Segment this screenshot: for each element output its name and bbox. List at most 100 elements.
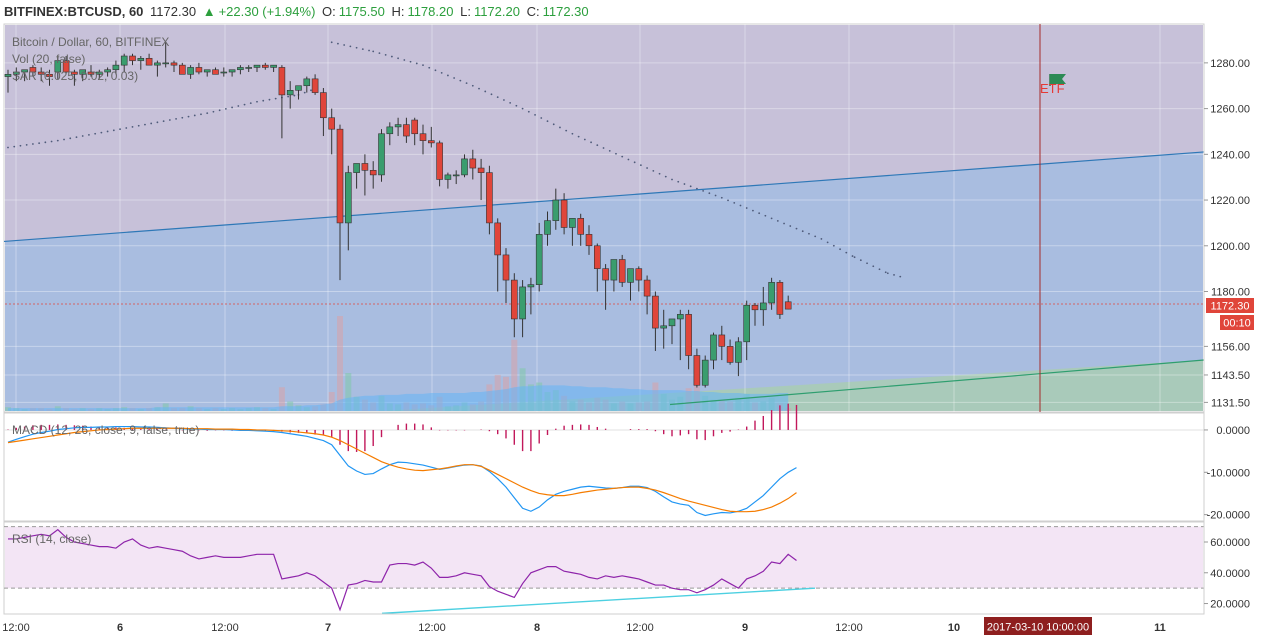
candle-body xyxy=(759,302,767,311)
trend-lines xyxy=(3,151,1205,406)
sar-dot xyxy=(552,123,555,126)
sar-dot xyxy=(639,164,642,167)
sar-dot xyxy=(615,152,617,155)
candle-body xyxy=(336,128,344,224)
candle-body xyxy=(502,254,510,281)
sar-dot xyxy=(739,204,742,207)
candle-body xyxy=(378,133,385,176)
sar-dot xyxy=(403,59,406,61)
sar-dot xyxy=(627,158,630,161)
sar-dot xyxy=(633,161,636,164)
sar-dot xyxy=(583,138,586,141)
sar-dot xyxy=(415,62,418,65)
sar-dot xyxy=(206,112,209,115)
sar-dot xyxy=(293,94,296,97)
macd-tick-label: -20.0000 xyxy=(1207,510,1250,522)
sar-dot xyxy=(428,66,431,69)
etf-flag-icon[interactable] xyxy=(1049,74,1066,86)
candle-body xyxy=(286,90,294,96)
sar-dot xyxy=(224,107,227,110)
sar-dot xyxy=(94,132,97,135)
time-axis[interactable]: 12:00 6 12:00 7 12:00 8 12:00 9 12:00 10 11 xyxy=(2,613,1204,634)
upper-trend-line xyxy=(3,151,1205,243)
price-tick-label: 1200.00 xyxy=(1210,241,1250,253)
sar-legend: SAR (0.025, 0.02, 0.03) xyxy=(12,69,138,83)
candle-body xyxy=(237,67,244,71)
sar-dot xyxy=(789,225,792,227)
sar-dot xyxy=(866,262,868,265)
sar-dot xyxy=(372,50,375,53)
candle-body xyxy=(29,67,37,73)
signal-line xyxy=(7,427,797,513)
sar-dot xyxy=(168,119,171,121)
sar-dot xyxy=(330,41,333,44)
candle-body xyxy=(593,245,601,269)
lower-trend-line xyxy=(669,359,1205,406)
candle-body xyxy=(776,282,784,315)
open-label: O: xyxy=(322,4,336,19)
sar-dot xyxy=(287,95,290,98)
price-tick-label: 1131.50 xyxy=(1211,397,1250,409)
sar-dot xyxy=(515,104,518,107)
sar-dot xyxy=(50,140,53,143)
candle-body xyxy=(212,69,219,75)
sar-dot xyxy=(343,44,346,46)
high-value: 1178.20 xyxy=(407,4,454,19)
sar-dot xyxy=(496,96,499,99)
grid-lines xyxy=(4,24,1204,412)
sar-dot xyxy=(88,133,90,136)
sar-dot xyxy=(361,48,364,51)
sar-dot xyxy=(546,120,549,123)
candle-body xyxy=(477,167,485,173)
candle-body xyxy=(735,341,742,363)
candle-body xyxy=(71,71,78,75)
high-label: H: xyxy=(391,4,405,19)
sar-dot xyxy=(434,69,437,72)
sar-dot xyxy=(390,55,393,58)
sar-dot xyxy=(708,192,711,195)
low-label: L: xyxy=(460,4,471,19)
close-value: 1172.30 xyxy=(542,4,589,19)
sar-dot xyxy=(733,202,736,204)
candle-body xyxy=(403,124,410,137)
sar-dot xyxy=(826,241,829,244)
sar-dot xyxy=(119,128,121,131)
sar-dot xyxy=(621,155,624,158)
sar-dot xyxy=(770,217,773,220)
sar-dot xyxy=(56,139,59,142)
price-axis[interactable]: 1280.00 1260.00 1240.00 1220.00 1200.00 1180.… xyxy=(1203,24,1250,614)
sar-dot xyxy=(249,102,252,105)
time-tick-label: 12:00 xyxy=(835,622,863,634)
candle-body xyxy=(353,163,360,173)
candle-body xyxy=(54,60,62,73)
sar-dot xyxy=(310,89,312,92)
candle-body xyxy=(527,284,535,288)
sar-dot xyxy=(527,110,530,113)
price-tick-label: 1156.00 xyxy=(1211,341,1250,353)
sar-dot xyxy=(509,101,512,104)
candle-body xyxy=(519,286,526,320)
candle-body xyxy=(452,174,460,177)
rsi-pane xyxy=(4,526,1204,615)
candle-body xyxy=(104,69,111,73)
countdown-tag xyxy=(1220,315,1254,330)
time-tick-label: 12:00 xyxy=(211,622,239,634)
candle-body xyxy=(627,268,634,283)
candle-body xyxy=(361,163,369,171)
candle-body xyxy=(46,74,53,77)
candle-body xyxy=(37,71,45,75)
sar-dot xyxy=(44,141,47,144)
close-label: C: xyxy=(526,4,540,19)
rsi-tick-label: 60.0000 xyxy=(1210,537,1250,549)
volume-bar xyxy=(345,373,352,411)
rsi-trend-line xyxy=(381,587,816,615)
price-tick-label: 1260.00 xyxy=(1210,104,1250,116)
candle-body xyxy=(245,67,252,69)
sar-dot xyxy=(187,115,190,118)
sar-dot xyxy=(886,272,889,275)
candle-body xyxy=(344,172,352,224)
sar-dot xyxy=(212,110,215,113)
candle-body xyxy=(261,64,269,68)
sar-dot xyxy=(559,126,561,129)
